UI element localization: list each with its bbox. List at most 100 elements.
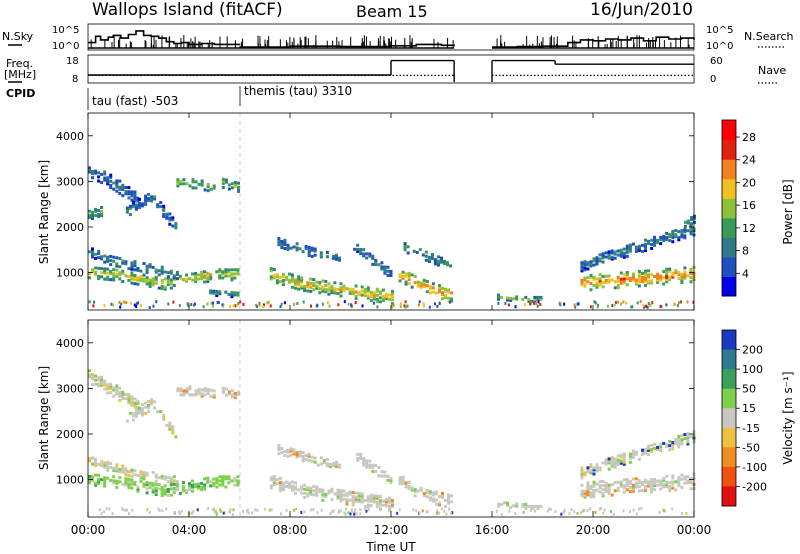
ground-cell bbox=[563, 508, 566, 512]
ground-cell bbox=[232, 508, 235, 512]
data-cell bbox=[438, 290, 441, 294]
ground-cell bbox=[108, 507, 111, 511]
data-cell bbox=[144, 401, 148, 405]
data-cell bbox=[671, 443, 675, 447]
data-cell bbox=[227, 292, 231, 296]
data-cell bbox=[275, 279, 279, 283]
data-cell bbox=[598, 490, 602, 494]
data-cell bbox=[659, 276, 663, 280]
data-cell bbox=[197, 391, 201, 395]
data-cell bbox=[206, 387, 210, 391]
data-cell bbox=[154, 277, 158, 281]
data-cell bbox=[388, 498, 391, 502]
data-cell bbox=[269, 275, 273, 279]
data-cell bbox=[310, 246, 314, 250]
data-cell bbox=[285, 277, 288, 281]
data-cell bbox=[401, 270, 405, 274]
data-cell bbox=[386, 269, 390, 273]
data-cell bbox=[124, 190, 128, 194]
data-cell bbox=[374, 470, 378, 474]
ground-cell bbox=[379, 507, 382, 511]
colorbar-swatch bbox=[722, 237, 736, 258]
data-cell bbox=[315, 485, 319, 489]
ground-cell bbox=[232, 304, 235, 308]
data-cell bbox=[215, 270, 219, 274]
ground-cell bbox=[632, 508, 635, 512]
data-cell bbox=[441, 293, 444, 297]
data-cell bbox=[291, 277, 294, 281]
data-cell bbox=[212, 477, 216, 481]
data-cell bbox=[319, 255, 323, 259]
data-cell bbox=[141, 407, 144, 411]
data-cell bbox=[312, 493, 316, 497]
data-cell bbox=[381, 499, 385, 503]
ground-cell bbox=[268, 508, 271, 512]
data-cell bbox=[404, 272, 408, 276]
data-cell bbox=[366, 499, 370, 503]
data-cell bbox=[668, 239, 672, 243]
data-cell bbox=[447, 499, 451, 503]
data-cell bbox=[595, 469, 599, 473]
data-cell bbox=[147, 410, 151, 414]
ground-cell bbox=[438, 302, 441, 306]
data-cell bbox=[650, 486, 654, 490]
data-cell bbox=[136, 401, 140, 405]
data-cell bbox=[383, 265, 387, 269]
data-cell bbox=[203, 274, 207, 278]
data-cell bbox=[659, 479, 663, 483]
data-cell bbox=[321, 279, 325, 283]
data-cell bbox=[607, 254, 611, 258]
data-cell bbox=[169, 487, 173, 491]
data-cell bbox=[139, 474, 143, 478]
data-cell bbox=[154, 479, 158, 483]
data-cell bbox=[580, 278, 584, 282]
data-cell bbox=[127, 186, 131, 190]
data-cell bbox=[291, 273, 294, 277]
data-cell bbox=[88, 276, 91, 280]
data-cell bbox=[653, 237, 657, 241]
data-cell bbox=[97, 266, 101, 270]
data-cell bbox=[368, 463, 372, 467]
data-cell bbox=[680, 278, 684, 282]
data-cell bbox=[659, 278, 663, 282]
ground-cell bbox=[582, 509, 585, 513]
data-cell bbox=[339, 489, 343, 493]
data-cell bbox=[625, 248, 629, 252]
colorbar-swatch bbox=[722, 139, 736, 160]
data-cell bbox=[674, 229, 678, 232]
data-cell bbox=[300, 284, 304, 288]
data-cell bbox=[321, 287, 325, 291]
data-cell bbox=[286, 247, 290, 251]
data-cell bbox=[391, 298, 394, 302]
ground-cell bbox=[539, 303, 542, 306]
data-cell bbox=[410, 488, 414, 492]
data-cell bbox=[309, 490, 313, 494]
data-cell bbox=[327, 282, 331, 286]
ground-cell bbox=[118, 300, 121, 304]
data-cell bbox=[430, 255, 434, 258]
data-cell bbox=[375, 293, 379, 297]
data-cell bbox=[94, 207, 98, 211]
data-cell bbox=[130, 263, 134, 267]
data-cell bbox=[583, 276, 587, 280]
data-cell bbox=[316, 463, 320, 467]
data-cell bbox=[641, 489, 644, 493]
colorbar-swatch bbox=[722, 178, 736, 199]
data-cell bbox=[142, 475, 146, 479]
ground-cell bbox=[329, 512, 332, 516]
data-cell bbox=[583, 489, 587, 493]
data-cell bbox=[398, 279, 402, 283]
data-cell bbox=[133, 403, 137, 407]
data-cell bbox=[607, 274, 611, 278]
data-cell bbox=[419, 281, 423, 285]
data-cell bbox=[653, 242, 657, 245]
ground-cell bbox=[296, 302, 299, 305]
data-cell bbox=[384, 498, 388, 502]
data-cell bbox=[365, 459, 369, 463]
ground-cell bbox=[213, 507, 215, 511]
data-cell bbox=[348, 490, 352, 494]
data-cell bbox=[115, 463, 119, 467]
data-cell bbox=[298, 452, 302, 456]
